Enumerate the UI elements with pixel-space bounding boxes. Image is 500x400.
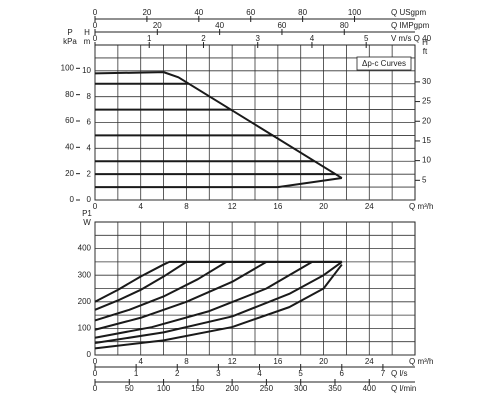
aux-tick-label: 150 (191, 384, 205, 393)
pressure-tick-label: 20 (65, 169, 74, 178)
y-tick-label: 6 (87, 118, 92, 127)
legend-text: Δp-c Curves (362, 59, 406, 68)
y2-tick-label: 20 (422, 116, 431, 125)
legend-box (356, 56, 412, 71)
curve (95, 177, 342, 189)
y-tick-label: 8 (87, 92, 92, 101)
aux-tick-label: 80 (298, 8, 307, 17)
y-tick-label: 100 (78, 324, 92, 333)
x-tick-label: 8 (184, 202, 189, 211)
pressure-tick-label: 100 (61, 63, 75, 72)
aux-tick-label: 20 (153, 21, 162, 30)
y2-axis-name: H (422, 38, 428, 47)
aux-tick-label: 400 (363, 384, 377, 393)
pressure-tick-label: 40 (65, 142, 74, 151)
y2-tick-label: 30 (422, 77, 431, 86)
x-tick-label: 4 (138, 202, 143, 211)
aux-tick-label: 5 (298, 369, 303, 378)
aux-tick-label: 0 (93, 8, 98, 17)
y-tick-label: 10 (82, 66, 91, 75)
aux-tick-label: 1 (147, 34, 152, 43)
x-tick-label: 12 (228, 357, 237, 366)
y-tick-label: 2 (87, 169, 92, 178)
x-tick-label: 24 (365, 202, 374, 211)
curve (94, 260, 342, 311)
y-axis-unit: m (84, 37, 91, 46)
y-tick-label: 200 (78, 297, 92, 306)
y2-tick-label: 25 (422, 97, 431, 106)
aux-tick-label: 7 (381, 369, 386, 378)
pressure-axis-unit: kPa (63, 37, 77, 46)
aux-tick-label: 3 (216, 369, 221, 378)
y2-tick-label: 10 (422, 156, 431, 165)
aux-tick-label: 0 (93, 34, 98, 43)
x-tick-label: 16 (273, 202, 282, 211)
x-tick-label: 12 (228, 202, 237, 211)
aux-tick-label: 100 (348, 8, 362, 17)
curve (94, 261, 267, 331)
y2-tick-label: 5 (422, 175, 427, 184)
aux-tick-label: 1 (134, 369, 139, 378)
y-tick-label: 0 (87, 350, 92, 359)
x-tick-label: 24 (365, 357, 374, 366)
y-tick-label: 400 (78, 244, 92, 253)
y-axis-unit: W (83, 218, 91, 227)
aux-axis-label: Q USgpm (391, 8, 426, 17)
aux-axis-label: Q IMPgpm (391, 21, 430, 30)
curve (94, 261, 313, 339)
x-tick-label: 0 (93, 357, 98, 366)
aux-tick-label: 350 (328, 384, 342, 393)
x-axis-label: Q m³/h (409, 357, 433, 366)
aux-tick-label: 100 (157, 384, 171, 393)
aux-tick-label: 2 (201, 34, 206, 43)
pressure-axis-name: P (67, 28, 72, 37)
y2-axis-unit: ft (423, 47, 428, 56)
aux-tick-label: 2 (175, 369, 180, 378)
aux-tick-label: 200 (225, 384, 239, 393)
curve (94, 263, 343, 350)
curve (94, 261, 343, 345)
aux-axis-label: Q l/min (391, 384, 416, 393)
y-tick-label: 4 (87, 143, 92, 152)
aux-tick-label: 5 (364, 34, 369, 43)
aux-tick-label: 0 (93, 369, 98, 378)
y-axis-name: H (84, 28, 90, 37)
aux-tick-label: 20 (142, 8, 151, 17)
x-axis-label: Q m³/h (409, 202, 433, 211)
y-tick-label: 300 (78, 270, 92, 279)
aux-axis-label: V m/s Q 40 (391, 34, 432, 43)
aux-tick-label: 0 (93, 21, 98, 30)
y-tick-label: 0 (87, 195, 92, 204)
pressure-tick-label: 80 (65, 90, 74, 99)
aux-tick-label: 40 (215, 21, 224, 30)
aux-tick-label: 60 (246, 8, 255, 17)
aux-tick-label: 6 (340, 369, 345, 378)
curve (94, 71, 343, 179)
curve (94, 261, 227, 322)
x-tick-label: 4 (138, 357, 143, 366)
aux-tick-label: 250 (260, 384, 274, 393)
aux-tick-label: 80 (340, 21, 349, 30)
pressure-tick-label: 60 (65, 116, 74, 125)
aux-tick-label: 40 (194, 8, 203, 17)
aux-tick-label: 60 (277, 21, 286, 30)
aux-tick-label: 50 (125, 384, 134, 393)
y-axis-name: P1 (82, 209, 92, 218)
aux-axis-label: Q l/s (391, 369, 407, 378)
aux-tick-label: 3 (255, 34, 260, 43)
aux-tick-label: 4 (310, 34, 315, 43)
x-tick-label: 16 (273, 357, 282, 366)
x-tick-label: 8 (184, 357, 189, 366)
x-tick-label: 20 (319, 357, 328, 366)
pressure-tick-label: 0 (70, 195, 75, 204)
x-tick-label: 0 (93, 202, 98, 211)
x-tick-label: 20 (319, 202, 328, 211)
y2-tick-label: 15 (422, 136, 431, 145)
aux-tick-label: 4 (257, 369, 262, 378)
aux-tick-label: 0 (93, 384, 98, 393)
aux-tick-label: 300 (294, 384, 308, 393)
